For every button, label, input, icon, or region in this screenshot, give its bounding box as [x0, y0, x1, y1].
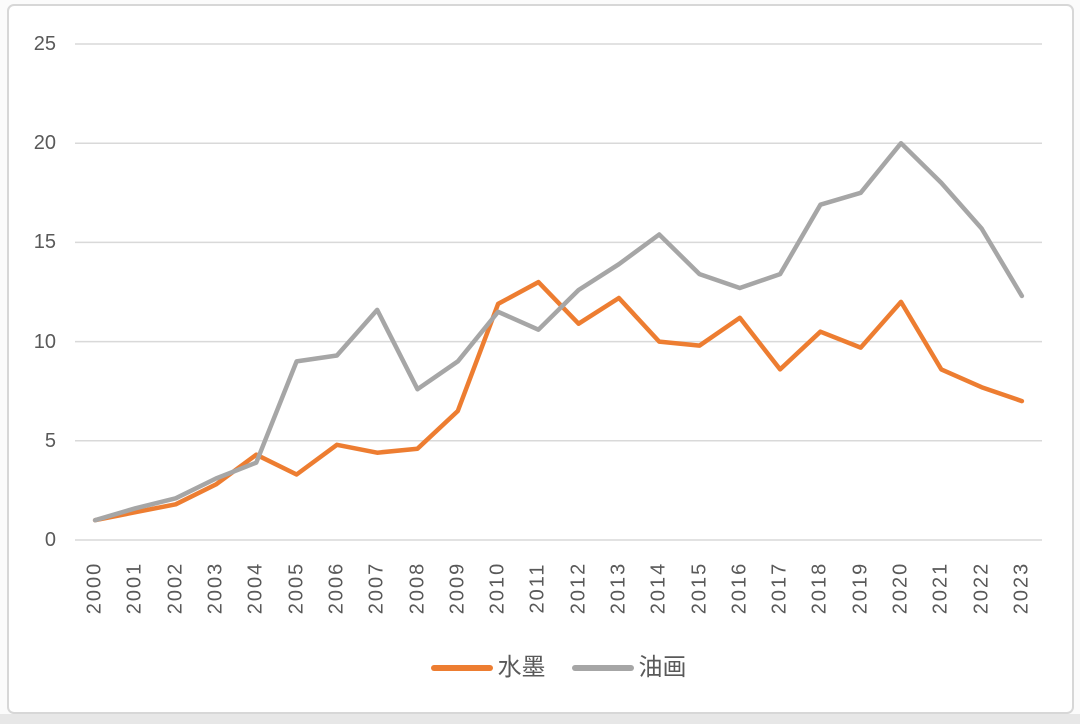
series-line-shuimo [92, 279, 1025, 523]
x-axis-tick-label: 2023 [1010, 561, 1033, 615]
legend-label-youhua: 油画 [638, 654, 687, 681]
x-axis-tick-label: 2016 [728, 561, 751, 615]
x-axis-tick-label: 2002 [164, 561, 187, 615]
y-axis-tick-label: 0 [44, 529, 56, 551]
x-axis-tick-label: 2013 [607, 561, 630, 615]
x-axis-tick-label: 2005 [285, 561, 308, 615]
x-axis-tick-label: 2019 [849, 561, 872, 615]
legend-item-youhua: 油画 [571, 654, 687, 682]
y-axis-tick-label: 5 [44, 429, 56, 452]
x-axis-tick-label: 2001 [123, 561, 146, 615]
y-axis-tick-label: 20 [33, 132, 56, 155]
x-axis-tick-label: 2021 [929, 561, 952, 615]
x-axis-tick-label: 2015 [688, 561, 710, 615]
x-axis-tick-label: 2014 [647, 561, 670, 615]
x-axis-tick-label: 2018 [808, 561, 831, 615]
x-axis-tick-label: 2008 [406, 561, 428, 615]
legend-label-shuimo: 水墨 [497, 654, 546, 681]
x-axis-tick-label: 2012 [567, 561, 590, 615]
y-axis-tick-label: 25 [33, 33, 56, 55]
x-axis-tick-label: 2007 [365, 561, 388, 615]
x-axis-tick-label: 2000 [83, 561, 106, 615]
y-axis-tick-label: 10 [33, 330, 56, 353]
x-axis-tick-label: 2022 [970, 561, 993, 615]
legend-swatch-shuimo [430, 665, 493, 671]
legend-swatch-youhua [571, 665, 634, 671]
x-axis-tick-label: 2009 [446, 561, 469, 615]
x-axis-tick-label: 2020 [889, 561, 912, 615]
x-axis-tick-label: 2006 [325, 561, 348, 615]
x-axis-tick-label: 2010 [486, 561, 509, 615]
x-axis-tick-label: 2017 [768, 561, 791, 615]
legend-item-shuimo: 水墨 [430, 654, 546, 682]
page-bottom-strip [0, 714, 1080, 724]
y-axis-tick-label: 15 [33, 231, 56, 254]
x-axis-tick-label: 2011 [526, 562, 549, 614]
legend: 水墨 油画 [75, 652, 1042, 684]
x-axis-tick-label: 2004 [244, 561, 267, 615]
chart-frame [7, 4, 1074, 714]
x-axis-tick-label: 2003 [204, 561, 227, 615]
series-line-youhua [92, 140, 1025, 523]
